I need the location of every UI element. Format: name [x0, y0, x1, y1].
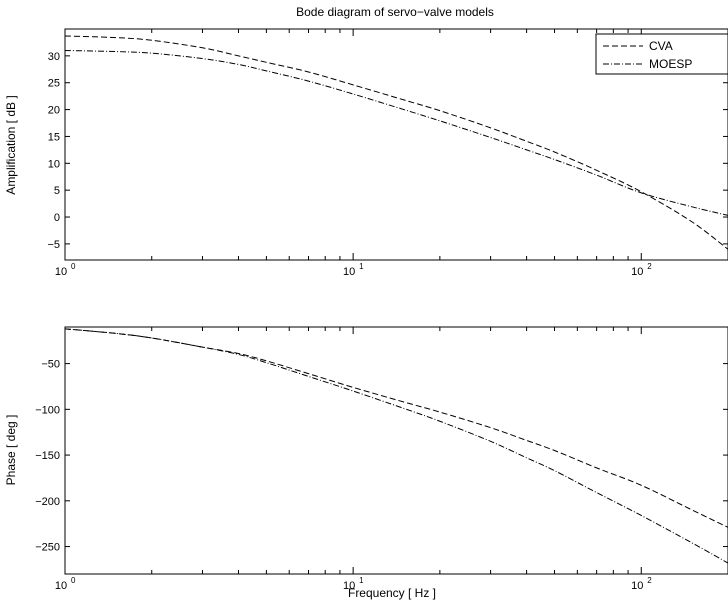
amplification-series-cva-line: [64, 35, 728, 250]
amplification-x-tick-exponent: 0: [71, 262, 76, 271]
amplification-axes-box: [64, 28, 728, 261]
phase-x-tick-label: 10: [343, 580, 355, 592]
phase-panel: −250 −200 −150 −100 −50 10 0 10 1 10 2 Phase [ deg…: [4, 326, 728, 600]
phase-x-tick-label: 10: [631, 580, 643, 592]
amplification-y-tick-label: −5: [47, 239, 60, 251]
phase-series-cva-line: [64, 328, 728, 528]
amplification-series-moesp-line: [64, 49, 728, 216]
phase-series: [64, 328, 728, 564]
legend-cva-label: CVA: [649, 39, 673, 53]
amplification-x-tick-label: 10: [631, 266, 643, 278]
legend-box: [595, 33, 728, 75]
amplification-y-tick-label: 20: [48, 105, 60, 117]
phase-y-tick-label: −150: [35, 450, 60, 462]
phase-x-tick-exponent: 1: [359, 576, 364, 585]
amplification-y-axis-label: Amplification [ dB ]: [4, 95, 18, 194]
amplification-x-tick-label: 10: [55, 266, 67, 278]
amplification-series: [64, 35, 728, 250]
amplification-panel: Bode diagram of servo−valve models −5 0 5 1…: [4, 5, 728, 278]
phase-y-tick-label: −200: [35, 496, 60, 508]
phase-y-tick-label: −250: [35, 542, 60, 554]
amplification-x-tick-label: 10: [343, 266, 355, 278]
amplification-y-tick-label: 15: [48, 131, 60, 143]
phase-y-tick-label: −100: [35, 404, 60, 416]
chart-title: Bode diagram of servo−valve models: [296, 5, 494, 19]
phase-ticks: −250 −200 −150 −100 −50 10 0 10 1 10 2: [35, 327, 728, 592]
legend-moesp-label: MOESP: [649, 57, 692, 71]
phase-series-moesp-line: [64, 328, 728, 564]
phase-y-axis-label: Phase [ deg ]: [4, 415, 18, 486]
phase-axes-box: [64, 326, 728, 575]
phase-x-tick-exponent: 0: [71, 576, 76, 585]
amplification-y-tick-label: 10: [48, 158, 60, 170]
amplification-y-tick-label: 5: [54, 185, 60, 197]
amplification-x-tick-exponent: 2: [647, 262, 652, 271]
phase-y-tick-label: −50: [41, 359, 60, 371]
amplification-y-tick-label: 0: [54, 212, 60, 224]
phase-x-tick-label: 10: [55, 580, 67, 592]
amplification-ticks: −5 0 5 10 15 20 25 30 10 0 10 1 10 2: [47, 29, 728, 278]
legend: CVA MOESP: [595, 33, 728, 75]
amplification-y-tick-label: 25: [48, 78, 60, 90]
amplification-x-tick-exponent: 1: [359, 262, 364, 271]
frequency-x-axis-label: Frequency [ Hz ]: [348, 586, 436, 600]
phase-x-tick-exponent: 2: [647, 576, 652, 585]
amplification-y-tick-label: 30: [48, 51, 60, 63]
